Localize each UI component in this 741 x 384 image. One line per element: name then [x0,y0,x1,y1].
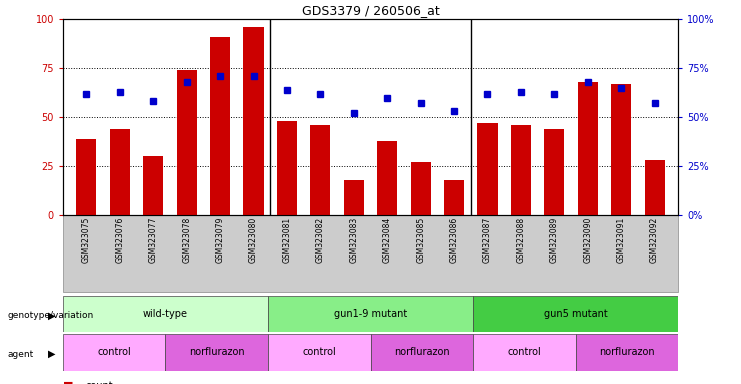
Bar [344,180,364,215]
Bar [477,123,497,215]
Title: GDS3379 / 260506_at: GDS3379 / 260506_at [302,3,439,17]
Bar [473,296,678,332]
Bar [63,334,165,371]
Bar [444,180,464,215]
Text: wild-type: wild-type [143,309,188,319]
Text: count: count [85,381,113,384]
Bar [277,121,297,215]
Bar [76,139,96,215]
Bar [645,160,665,215]
Text: norflurazon: norflurazon [394,347,450,358]
Bar [268,334,370,371]
Text: control: control [508,347,541,358]
Bar [511,125,531,215]
Bar [63,296,268,332]
Text: gun5 mutant: gun5 mutant [544,309,608,319]
Text: control: control [97,347,131,358]
Text: gun1-9 mutant: gun1-9 mutant [334,309,407,319]
Bar [176,70,196,215]
Bar [411,162,431,215]
Text: genotype/variation: genotype/variation [7,311,93,320]
Bar [268,296,473,332]
Text: norflurazon: norflurazon [189,347,245,358]
Bar [473,334,576,371]
Text: ■: ■ [63,381,73,384]
Bar [377,141,397,215]
Bar [578,82,598,215]
Text: norflurazon: norflurazon [599,347,654,358]
Bar [244,27,264,215]
Bar [210,37,230,215]
Text: control: control [302,347,336,358]
Bar [143,156,163,215]
Bar [165,334,268,371]
Bar [611,84,631,215]
Bar [576,334,678,371]
Bar [370,334,473,371]
Bar [110,129,130,215]
Text: ▶: ▶ [48,311,56,321]
Bar [310,125,330,215]
Text: agent: agent [7,350,33,359]
Text: ▶: ▶ [48,349,56,359]
Bar [545,129,565,215]
